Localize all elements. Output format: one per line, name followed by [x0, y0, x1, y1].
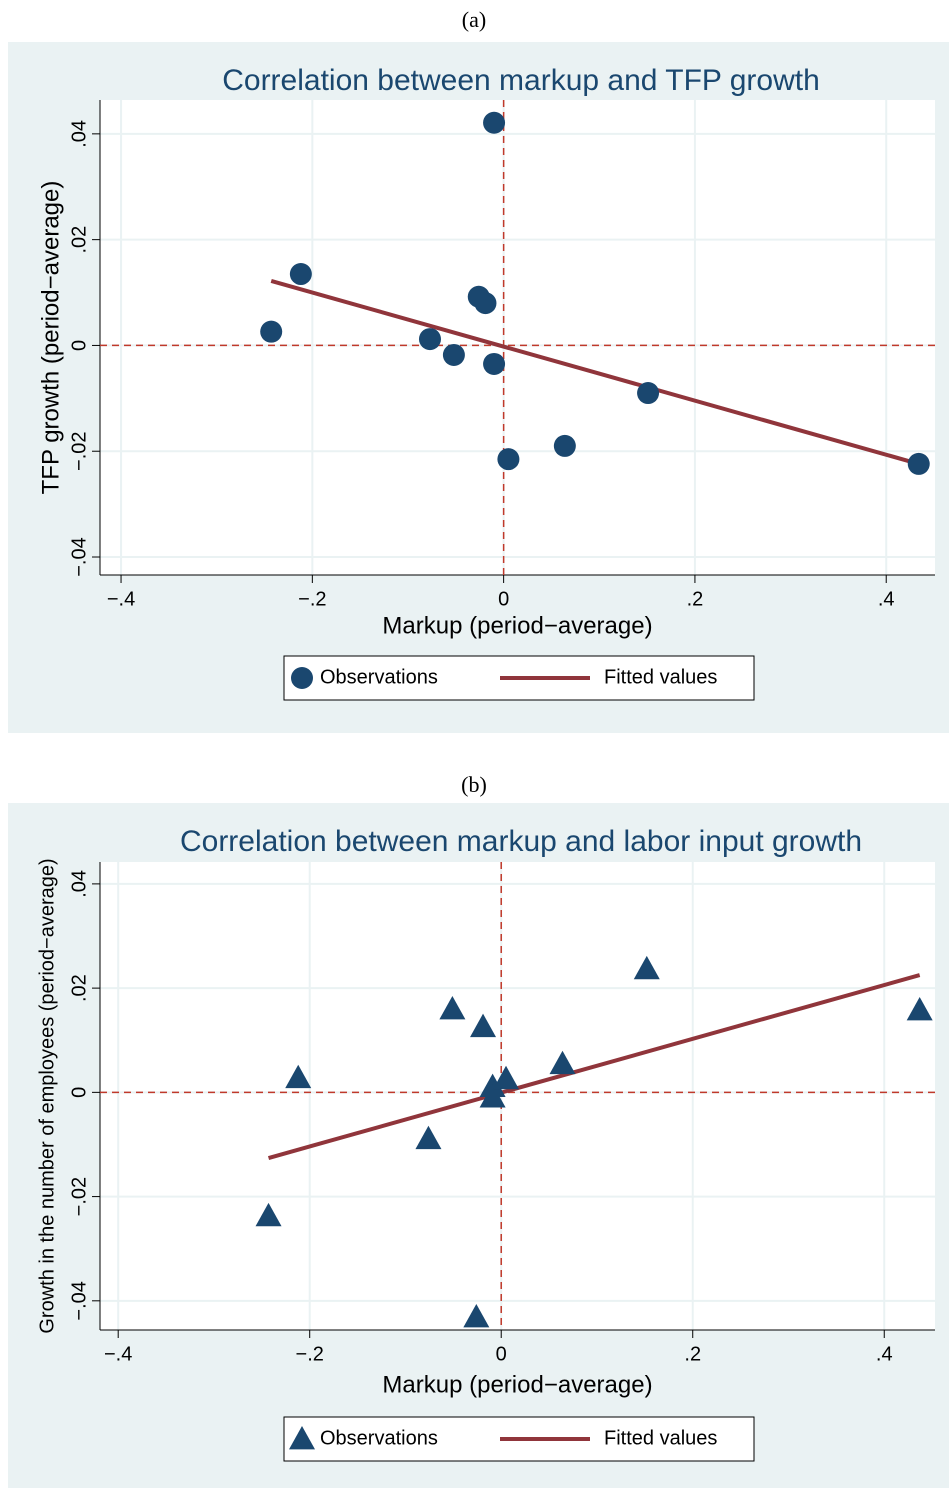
- x-tick-label: 0: [498, 588, 509, 610]
- legend-label: Observations: [320, 1427, 438, 1449]
- x-tick-label: −.4: [104, 1343, 132, 1365]
- x-tick-label: .4: [878, 588, 895, 610]
- x-tick-label: .2: [684, 1343, 701, 1365]
- x-tick-label: .4: [876, 1343, 893, 1365]
- y-axis-label: Growth in the number of employees (perio…: [36, 858, 58, 1333]
- y-tick-label: 0: [68, 1087, 90, 1098]
- y-tick-label: .02: [68, 226, 90, 254]
- marker: [291, 667, 313, 689]
- y-tick-label: −.04: [68, 537, 90, 576]
- fit-line: [267, 973, 921, 1160]
- x-tick-label: −.2: [298, 588, 326, 610]
- x-tick-label: 0: [496, 1343, 507, 1365]
- marker: [483, 352, 506, 375]
- panel-label: (b): [461, 772, 487, 797]
- legend-label: Observations: [320, 666, 438, 688]
- marker: [549, 1050, 576, 1075]
- marker: [463, 1303, 490, 1328]
- marker: [479, 1084, 506, 1108]
- panel-label: (a): [462, 7, 486, 32]
- x-tick-label: −.2: [296, 1343, 324, 1365]
- marker: [483, 111, 506, 134]
- marker: [260, 320, 283, 343]
- marker: [439, 995, 466, 1020]
- legend-label: Fitted values: [604, 1427, 717, 1449]
- y-tick-label: .04: [68, 120, 90, 148]
- marker: [906, 997, 933, 1021]
- x-tick-label: −.4: [107, 588, 135, 610]
- chart-title: Correlation between markup and labor inp…: [180, 825, 862, 858]
- marker: [633, 955, 660, 980]
- marker: [907, 452, 930, 475]
- marker: [637, 382, 660, 405]
- marker: [442, 343, 465, 366]
- y-tick-label: .02: [68, 974, 90, 1002]
- marker: [493, 1065, 520, 1090]
- marker: [255, 1202, 282, 1227]
- marker: [418, 328, 441, 351]
- legend-label: Fitted values: [604, 666, 717, 688]
- y-axis-label: TFP growth (period−average): [37, 181, 64, 495]
- y-tick-label: −.02: [68, 431, 90, 470]
- chart-title: Correlation between markup and TFP growt…: [222, 64, 820, 97]
- x-axis-label: Markup (period−average): [382, 612, 652, 639]
- y-tick-label: −.04: [68, 1281, 90, 1320]
- plot-area: [100, 862, 935, 1330]
- marker: [553, 434, 576, 457]
- marker: [289, 1426, 315, 1450]
- x-tick-label: .2: [687, 588, 704, 610]
- marker: [289, 263, 312, 286]
- fit-line: [270, 278, 920, 466]
- x-axis-label: Markup (period−average): [382, 1371, 652, 1398]
- y-tick-label: .04: [68, 870, 90, 898]
- marker: [415, 1125, 442, 1150]
- y-tick-label: 0: [68, 340, 90, 351]
- y-tick-label: −.02: [68, 1177, 90, 1216]
- marker: [470, 1013, 497, 1038]
- marker: [497, 448, 520, 471]
- marker: [285, 1064, 312, 1089]
- marker: [474, 292, 497, 315]
- plot-area: [100, 100, 935, 575]
